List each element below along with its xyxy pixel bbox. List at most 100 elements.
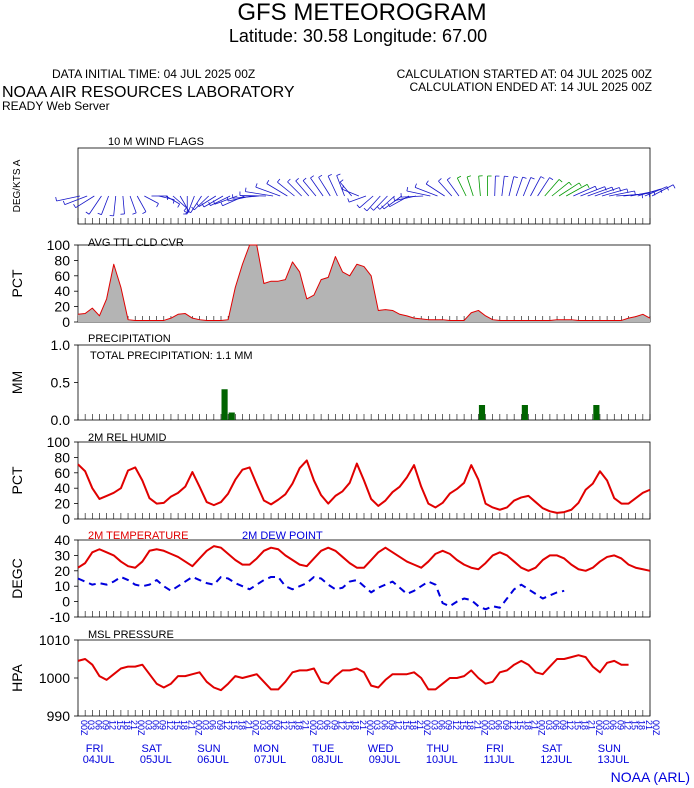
wind-barb-flag bbox=[55, 196, 57, 202]
wind-barb-flag bbox=[310, 175, 314, 179]
y-tick-label: 80 bbox=[54, 252, 70, 268]
day-name: SAT bbox=[142, 743, 163, 755]
wind-barb bbox=[466, 176, 474, 197]
wind-barb bbox=[522, 177, 532, 197]
hour-label: 15 bbox=[229, 720, 239, 730]
temp-ylabel: DEGC bbox=[9, 558, 25, 598]
wind-barb bbox=[558, 182, 580, 197]
hour-label: 09 bbox=[501, 720, 511, 730]
wind-barb bbox=[56, 195, 81, 202]
hour-label: 12 bbox=[279, 720, 289, 730]
hour-label: 06 bbox=[93, 720, 103, 730]
hour-label: 00Z bbox=[136, 720, 146, 736]
y-tick-label: 0.0 bbox=[51, 412, 71, 428]
wind-barb-flag bbox=[201, 203, 205, 208]
hour-label: 18 bbox=[465, 720, 475, 730]
wind-barb bbox=[336, 175, 345, 197]
hour-label: 06 bbox=[379, 720, 389, 730]
wind-barb-flag bbox=[549, 177, 554, 181]
y-tick-label: 20 bbox=[54, 563, 70, 579]
day-date: 07JUL bbox=[254, 754, 286, 766]
wind-barb bbox=[129, 195, 137, 214]
hour-label: 00Z bbox=[422, 720, 432, 736]
chart-subtitle: Latitude: 30.58 Longitude: 67.00 bbox=[229, 26, 487, 46]
wind-barb bbox=[210, 195, 231, 207]
wind-barb bbox=[122, 195, 125, 214]
wind-barb bbox=[144, 195, 159, 204]
day-date: 11JUL bbox=[484, 754, 515, 766]
wind-ylabel: DEG/KTS A bbox=[12, 159, 23, 212]
temp-line bbox=[77, 545, 651, 572]
hour-label: 18 bbox=[236, 720, 246, 730]
wind-barb bbox=[587, 186, 613, 197]
hour-label: 09 bbox=[215, 720, 225, 730]
dew-line bbox=[77, 575, 565, 611]
wind-barb-flag bbox=[568, 181, 572, 186]
wind-barb bbox=[165, 195, 180, 205]
pressure-title: MSL PRESSURE bbox=[88, 629, 174, 641]
hour-label: 15 bbox=[115, 720, 125, 730]
cloud-title: AVG TTL CLD CVR bbox=[88, 237, 184, 249]
hour-label: 12 bbox=[222, 720, 232, 730]
wind-barb bbox=[609, 190, 635, 197]
hour-label: 00Z bbox=[193, 720, 203, 736]
y-tick-label: 100 bbox=[47, 434, 71, 450]
hour-label: 18 bbox=[522, 720, 532, 730]
wind-barb-flag bbox=[356, 204, 360, 209]
y-tick-label: 0.5 bbox=[51, 375, 71, 391]
hour-label: 21 bbox=[644, 720, 654, 730]
hour-label: 21 bbox=[186, 720, 196, 730]
wind-barb bbox=[508, 176, 515, 197]
lab-name: NOAA AIR RESOURCES LABORATORY bbox=[2, 84, 295, 101]
footer-credit: NOAA (ARL) bbox=[611, 769, 690, 785]
hour-label: 09 bbox=[100, 720, 110, 730]
wind-barb-flag bbox=[156, 203, 159, 208]
hour-label: 09 bbox=[158, 720, 168, 730]
hour-label: 21 bbox=[243, 720, 253, 730]
day-date: 08JUL bbox=[312, 754, 344, 766]
wind-barb bbox=[566, 184, 588, 197]
wind-barb bbox=[644, 186, 668, 197]
hour-label: 03 bbox=[258, 720, 268, 730]
hour-label: 15 bbox=[401, 720, 411, 730]
wind-barb-flag bbox=[266, 180, 270, 184]
wind-barb bbox=[414, 187, 438, 197]
hour-label: 12 bbox=[451, 720, 461, 730]
wind-barb bbox=[101, 195, 109, 215]
wind-barb-flag bbox=[73, 204, 76, 208]
hour-label: 03 bbox=[487, 720, 497, 730]
hour-label: 00Z bbox=[308, 720, 318, 736]
wind-barb-flag bbox=[530, 177, 535, 180]
wind-barb bbox=[651, 184, 674, 197]
y-tick-label: 1010 bbox=[39, 632, 70, 648]
wind-barb-flag bbox=[446, 177, 451, 181]
y-tick-label: 30 bbox=[54, 547, 70, 563]
wind-barb-flag bbox=[302, 177, 307, 181]
hour-label: 12 bbox=[165, 720, 175, 730]
hour-label: 00Z bbox=[537, 720, 547, 736]
y-tick-label: 0 bbox=[62, 511, 70, 527]
hour-label: 09 bbox=[272, 720, 282, 730]
cloud-area bbox=[78, 245, 650, 322]
chart-title: GFS METEOROGRAM bbox=[237, 0, 486, 26]
hour-label: 12 bbox=[108, 720, 118, 730]
hour-label: 06 bbox=[322, 720, 332, 730]
hour-label: 18 bbox=[637, 720, 647, 730]
wind-barb-flag bbox=[226, 196, 229, 202]
wind-barb bbox=[594, 187, 620, 197]
hour-label: 03 bbox=[86, 720, 96, 730]
y-tick-label: 10 bbox=[54, 578, 70, 594]
hour-label: 18 bbox=[580, 720, 590, 730]
precip-bar bbox=[593, 405, 600, 420]
wind-barb-flag bbox=[295, 177, 299, 182]
precip-title: PRECIPITATION bbox=[88, 333, 171, 345]
hour-label: 09 bbox=[386, 720, 396, 730]
y-tick-label: 990 bbox=[47, 708, 71, 724]
wind-barb bbox=[637, 188, 661, 197]
hour-label: 21 bbox=[587, 720, 597, 730]
wind-barb-flag bbox=[522, 176, 527, 179]
